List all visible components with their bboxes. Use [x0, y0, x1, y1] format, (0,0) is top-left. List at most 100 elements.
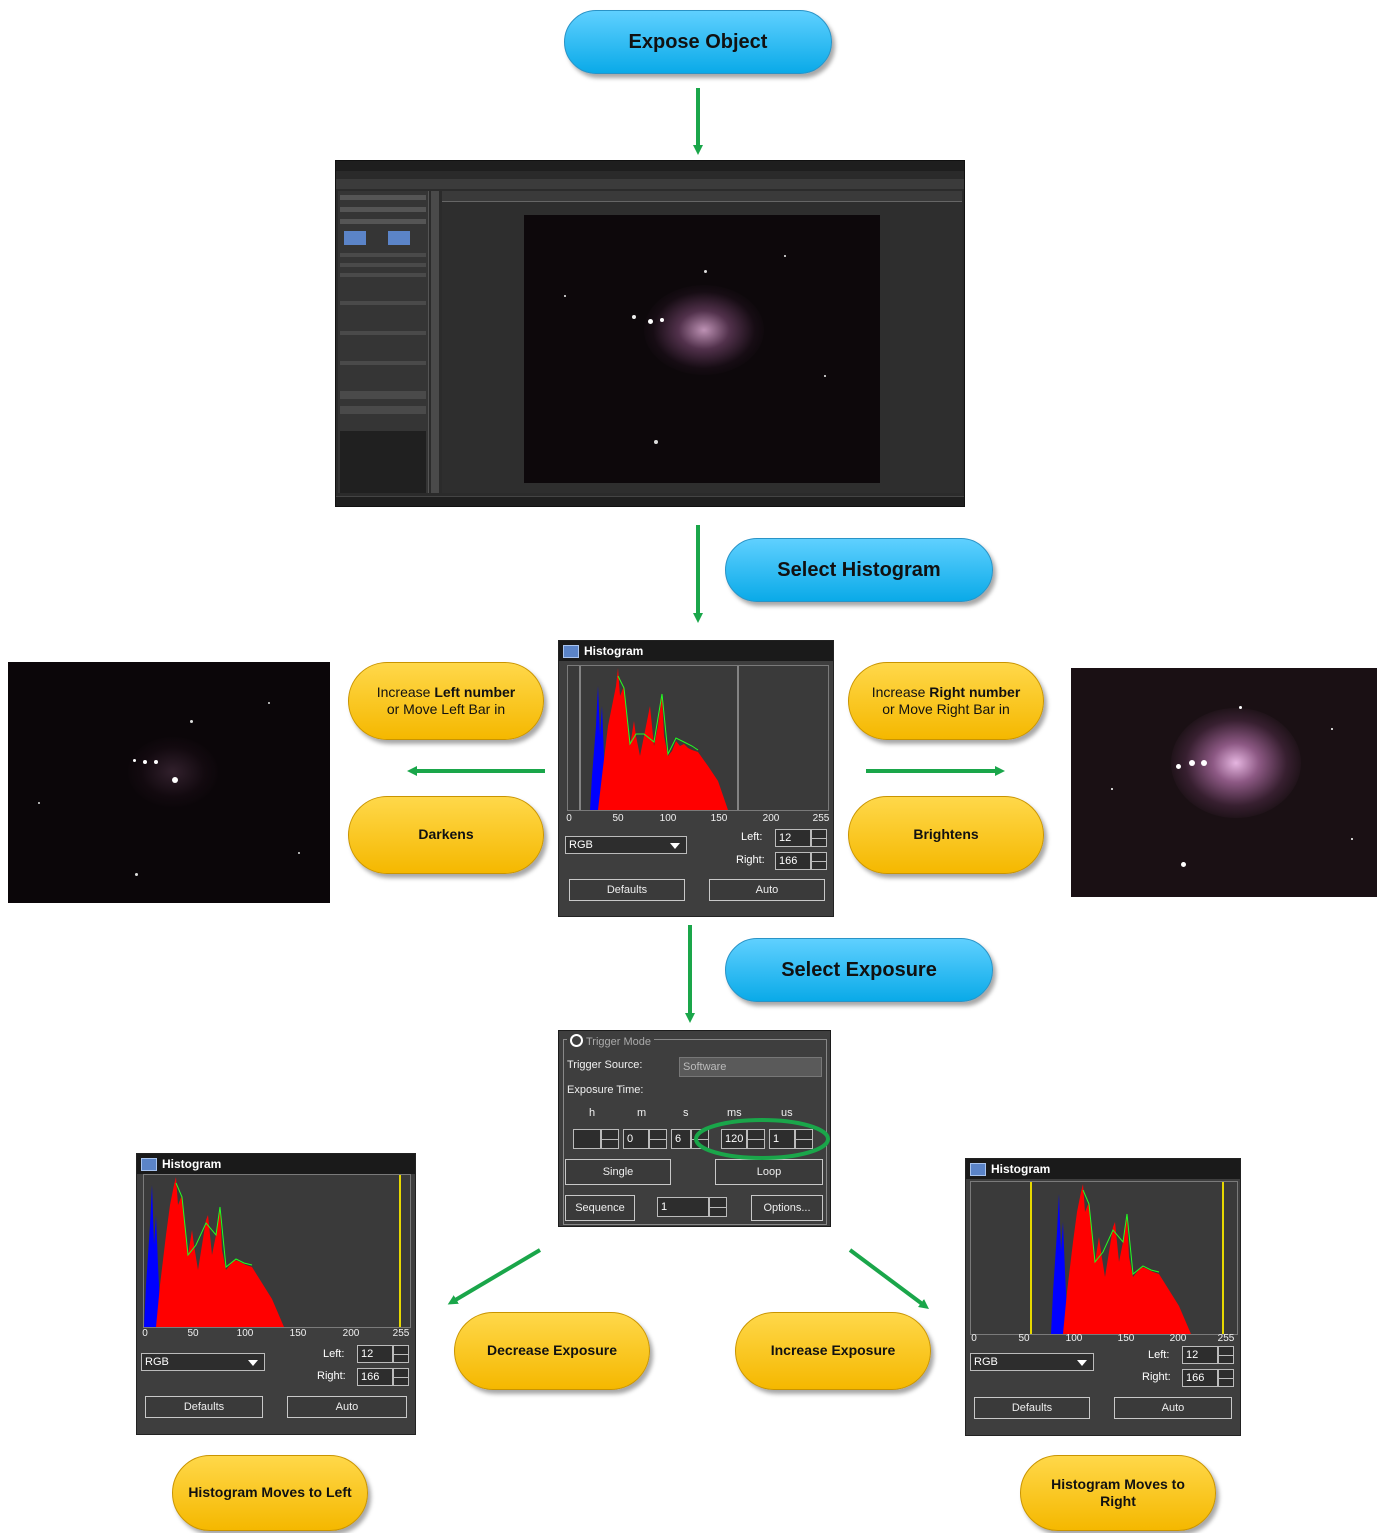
tick-50: 50: [612, 813, 624, 824]
channel-select[interactable]: RGB: [565, 836, 687, 854]
unit-s: s: [683, 1107, 689, 1119]
moves-right-label: Histogram Moves to Right: [1051, 1475, 1185, 1510]
select-exposure-label: Select Exposure: [781, 958, 937, 981]
left-panel-right-input[interactable]: 166: [357, 1368, 393, 1386]
milliseconds-stepper[interactable]: [747, 1129, 765, 1149]
left-note-bold: Left number: [434, 683, 516, 700]
app-nebula-image: [524, 215, 880, 483]
auto-button[interactable]: Auto: [709, 879, 825, 901]
sequence-button[interactable]: Sequence: [565, 1195, 635, 1221]
histogram-panel-left: Histogram 0 50 100 150 200 255 RGB Left:…: [136, 1153, 416, 1435]
app-canvas: [442, 191, 962, 493]
right-panel-auto-button[interactable]: Auto: [1114, 1397, 1232, 1419]
left-panel-right-stepper[interactable]: [393, 1368, 409, 1386]
exposure-time-label: Exposure Time:: [567, 1084, 644, 1096]
histogram-panel-center: Histogram 0 50 100 150 200 255 RGB Left:…: [558, 640, 834, 917]
microseconds-input[interactable]: 1: [769, 1129, 795, 1149]
left-tick-100: 100: [236, 1328, 254, 1339]
left-channel-select[interactable]: RGB: [141, 1353, 265, 1371]
left-note-rest: or Move Left Bar in: [386, 701, 506, 717]
right-channel-value: RGB: [974, 1356, 998, 1368]
single-button[interactable]: Single: [565, 1159, 671, 1185]
milliseconds-input[interactable]: 120: [721, 1129, 747, 1149]
tick-0: 0: [566, 813, 572, 824]
expose-object-label: Expose Object: [628, 30, 768, 53]
left-panel-defaults-button[interactable]: Defaults: [145, 1396, 263, 1418]
right-panel-right-label: Right:: [1142, 1371, 1171, 1383]
hours-stepper[interactable]: [601, 1129, 619, 1149]
brightens-note: Brightens: [848, 796, 1044, 874]
histogram-icon: [970, 1162, 986, 1176]
decrease-exposure-note: Decrease Exposure: [454, 1312, 650, 1390]
select-exposure-step: Select Exposure: [725, 938, 993, 1002]
right-stepper[interactable]: [811, 852, 827, 870]
right-panel-defaults-button[interactable]: Defaults: [974, 1397, 1090, 1419]
minutes-stepper[interactable]: [649, 1129, 667, 1149]
sequence-count-input[interactable]: 1: [657, 1197, 709, 1217]
right-note-prefix: Increase: [871, 683, 930, 700]
left-tick-200: 200: [342, 1328, 360, 1339]
right-panel-right-input[interactable]: 166: [1182, 1369, 1218, 1387]
histogram-right-graph: [1030, 1182, 1224, 1334]
left-panel-left-stepper[interactable]: [393, 1345, 409, 1363]
histogram-left-plot[interactable]: [143, 1174, 411, 1328]
unit-m: m: [637, 1107, 647, 1119]
trigger-source-value: Software: [683, 1061, 727, 1073]
right-blue-channel: [1051, 1194, 1069, 1334]
right-input[interactable]: 166: [775, 852, 811, 870]
chevron-down-icon: [1077, 1360, 1087, 1366]
hours-input[interactable]: [573, 1129, 601, 1149]
left-input[interactable]: 12: [775, 829, 811, 847]
left-stepper[interactable]: [811, 829, 827, 847]
trigger-mode-label: Trigger Mode: [586, 1036, 652, 1048]
left-red-channel: [156, 1177, 284, 1327]
arrow-down-left: [447, 1248, 542, 1305]
left-blue-channel: [144, 1185, 162, 1327]
app-scrollbar: [431, 191, 439, 493]
histogram-right-plot[interactable]: [970, 1181, 1238, 1335]
options-button[interactable]: Options...: [751, 1195, 823, 1221]
loop-button[interactable]: Loop: [715, 1159, 823, 1185]
brightens-label: Brightens: [913, 826, 979, 843]
app-titlebar: [336, 161, 964, 171]
right-panel-right-stepper[interactable]: [1218, 1369, 1234, 1387]
seconds-input[interactable]: 6: [671, 1129, 691, 1149]
increase-right-note: Increase Right number or Move Right Bar i…: [848, 662, 1044, 740]
right-panel-left-stepper[interactable]: [1218, 1346, 1234, 1364]
increase-exposure-note: Increase Exposure: [735, 1312, 931, 1390]
capture-app-screenshot: [335, 160, 965, 507]
left-panel-auto-button[interactable]: Auto: [287, 1396, 407, 1418]
histogram-green-channel: [617, 675, 699, 756]
histogram-right-title: Histogram: [991, 1162, 1051, 1176]
histogram-right-titlebar: Histogram: [966, 1159, 1240, 1179]
right-red-channel: [1063, 1184, 1191, 1334]
chevron-down-icon: [248, 1360, 258, 1366]
histogram-left-axis: 0 50 100 150 200 255: [142, 1328, 409, 1340]
right-channel-select[interactable]: RGB: [970, 1353, 1094, 1371]
decrease-exposure-label: Decrease Exposure: [487, 1342, 617, 1359]
histogram-right-axis: 0 50 100 150 200 255: [970, 1333, 1236, 1345]
histogram-axis: 0 50 100 150 200 255: [566, 813, 830, 825]
left-panel-left-label: Left:: [323, 1348, 345, 1360]
right-panel-left-input[interactable]: 12: [1182, 1346, 1218, 1364]
trigger-mode-radio[interactable]: Trigger Mode: [567, 1034, 655, 1048]
channel-value: RGB: [569, 839, 593, 851]
sequence-count-stepper[interactable]: [709, 1197, 727, 1217]
moves-left-label: Histogram Moves to Left: [188, 1484, 352, 1501]
unit-us: us: [781, 1107, 793, 1119]
right-panel-left-label: Left:: [1148, 1349, 1170, 1361]
minutes-input[interactable]: 0: [623, 1129, 649, 1149]
app-toolbar: [336, 179, 964, 189]
histogram-plot[interactable]: [567, 665, 829, 811]
microseconds-stepper[interactable]: [795, 1129, 813, 1149]
histogram-titlebar: Histogram: [559, 641, 833, 661]
unit-ms: ms: [727, 1107, 742, 1119]
seconds-stepper[interactable]: [691, 1129, 709, 1149]
trigger-source-select[interactable]: Software: [679, 1057, 822, 1077]
right-green-channel: [1082, 1189, 1160, 1275]
defaults-button[interactable]: Defaults: [569, 879, 685, 901]
right-tick-255: 255: [1217, 1333, 1235, 1344]
tick-255: 255: [812, 813, 830, 824]
left-panel-left-input[interactable]: 12: [357, 1345, 393, 1363]
histogram-red-channel: [598, 668, 728, 810]
